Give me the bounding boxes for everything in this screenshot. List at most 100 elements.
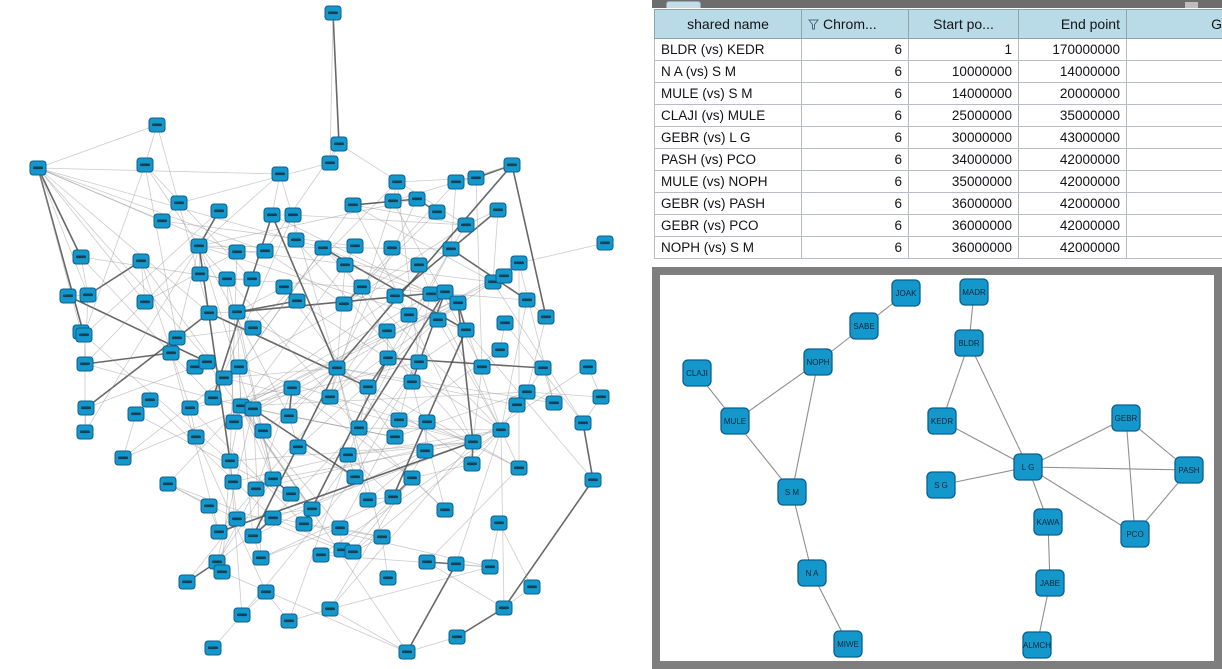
graph-node[interactable]	[170, 195, 188, 211]
graph-node[interactable]	[346, 469, 364, 485]
cell-value[interactable]: 16.9	[1126, 126, 1222, 149]
graph-node[interactable]	[289, 439, 307, 455]
table-row[interactable]: GEBR (vs) PCO636000000420000008.4	[654, 214, 1222, 237]
graph-node[interactable]	[321, 389, 339, 405]
graph-node[interactable]	[271, 166, 289, 182]
graph-node[interactable]	[215, 370, 233, 386]
graph-node[interactable]	[410, 354, 428, 370]
graph-node[interactable]	[187, 429, 205, 445]
cell-shared-name[interactable]: MULE (vs) NOPH	[654, 170, 802, 193]
cell-shared-name[interactable]: PASH (vs) PCO	[654, 148, 802, 171]
graph-node[interactable]	[339, 447, 357, 463]
graph-node-pash[interactable]: PASH	[1174, 456, 1204, 484]
graph-node[interactable]	[295, 516, 313, 532]
cell-shared-name[interactable]: N A (vs) S M	[654, 60, 802, 83]
graph-node[interactable]	[114, 450, 132, 466]
edge-LG-GEBR[interactable]	[1027, 417, 1127, 468]
cell-value[interactable]: 43000000	[1018, 126, 1127, 149]
graph-node[interactable]	[344, 197, 362, 213]
column-header-shared-name[interactable]: shared name	[654, 9, 802, 39]
graph-node[interactable]	[390, 412, 408, 428]
graph-node-pco[interactable]: PCO	[1120, 520, 1150, 548]
graph-node[interactable]	[492, 422, 510, 438]
graph-node[interactable]	[72, 249, 90, 265]
graph-node-jabe[interactable]: JABE	[1035, 569, 1065, 597]
graph-node[interactable]	[228, 244, 246, 260]
graph-node[interactable]	[496, 315, 514, 331]
graph-node[interactable]	[534, 360, 552, 376]
cell-value[interactable]: 6	[801, 170, 909, 193]
graph-node-madr[interactable]: MADR	[959, 278, 989, 306]
graph-node[interactable]	[331, 520, 349, 536]
column-header-start-po---[interactable]: Start po...	[908, 9, 1019, 39]
table-row[interactable]: BLDR (vs) KEDR61170000000192.0	[654, 38, 1222, 61]
graph-node[interactable]	[379, 350, 397, 366]
graph-node[interactable]	[287, 232, 305, 248]
graph-node[interactable]	[335, 296, 353, 312]
graph-node[interactable]	[127, 406, 145, 422]
column-header-chrom---[interactable]: Chrom...	[801, 9, 909, 39]
graph-node[interactable]	[228, 511, 246, 527]
graph-node-kedr[interactable]: KEDR	[927, 407, 957, 435]
graph-node-sm[interactable]: S M	[777, 478, 807, 506]
graph-node[interactable]	[136, 157, 154, 173]
graph-node[interactable]	[252, 550, 270, 566]
edge-NOPH-SM[interactable]	[791, 361, 819, 493]
graph-node[interactable]	[510, 255, 528, 271]
cell-value[interactable]: 35000000	[908, 170, 1019, 193]
graph-node[interactable]	[416, 443, 434, 459]
graph-node[interactable]	[353, 279, 371, 295]
graph-node[interactable]	[442, 241, 460, 257]
graph-node[interactable]	[76, 424, 94, 440]
cell-value[interactable]: 6	[801, 60, 909, 83]
graph-node[interactable]	[321, 155, 339, 171]
graph-node[interactable]	[473, 359, 491, 375]
column-header-end-point[interactable]: End point	[1018, 9, 1127, 39]
table-row[interactable]: GEBR (vs) L G6300000004300000016.9	[654, 126, 1222, 149]
cell-value[interactable]: 6	[801, 192, 909, 215]
graph-node[interactable]	[383, 240, 401, 256]
graph-node[interactable]	[457, 322, 475, 338]
cell-value[interactable]: 192.0	[1126, 38, 1222, 61]
graph-node[interactable]	[264, 471, 282, 487]
graph-node-almch[interactable]: ALMCH	[1022, 631, 1052, 659]
graph-node[interactable]	[79, 287, 97, 303]
graph-node[interactable]	[400, 307, 418, 323]
graph-node[interactable]	[210, 203, 228, 219]
graph-node[interactable]	[464, 434, 482, 450]
cell-value[interactable]: 36000000	[908, 214, 1019, 237]
graph-node[interactable]	[418, 414, 436, 430]
network-view-main[interactable]	[0, 0, 652, 669]
cell-value[interactable]: 7.5	[1126, 82, 1222, 105]
graph-node[interactable]	[386, 429, 404, 445]
cell-shared-name[interactable]: NOPH (vs) S M	[654, 236, 802, 259]
graph-node[interactable]	[403, 470, 421, 486]
graph-node[interactable]	[436, 284, 454, 300]
graph-node[interactable]	[584, 472, 602, 488]
graph-node[interactable]	[132, 253, 150, 269]
table-row[interactable]: CLAJI (vs) MULE625000000350000005.9	[654, 104, 1222, 127]
graph-node[interactable]	[429, 312, 447, 328]
graph-node[interactable]	[428, 204, 446, 220]
cell-value[interactable]: 6	[801, 126, 909, 149]
graph-node-joak[interactable]: JOAK	[891, 279, 921, 307]
graph-node-miwe[interactable]: MIWE	[833, 630, 863, 658]
graph-node[interactable]	[153, 213, 171, 229]
cell-value[interactable]: 170000000	[1018, 38, 1127, 61]
graph-node[interactable]	[243, 271, 261, 287]
graph-node[interactable]	[495, 600, 513, 616]
graph-node-mule[interactable]: MULE	[720, 407, 750, 435]
cell-value[interactable]: 6	[801, 82, 909, 105]
graph-node[interactable]	[344, 544, 362, 560]
graph-node[interactable]	[523, 579, 541, 595]
graph-node[interactable]	[481, 559, 499, 575]
cell-value[interactable]: 42000000	[1018, 214, 1127, 237]
graph-node[interactable]	[178, 574, 196, 590]
graph-node[interactable]	[230, 359, 248, 375]
graph-node[interactable]	[491, 342, 509, 358]
graph-node[interactable]	[168, 330, 186, 346]
cell-value[interactable]: 35000000	[1018, 104, 1127, 127]
graph-node[interactable]	[579, 359, 597, 375]
graph-node-bldr[interactable]: BLDR	[954, 329, 984, 357]
edge-GEBR-PCO[interactable]	[1125, 417, 1136, 535]
